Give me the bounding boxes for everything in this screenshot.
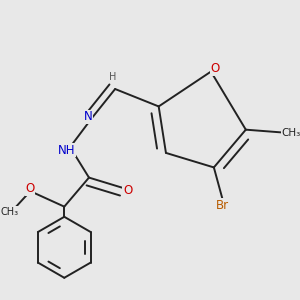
Text: CH₃: CH₃	[1, 207, 19, 217]
Text: CH₃: CH₃	[281, 128, 300, 138]
Text: NH: NH	[58, 143, 75, 157]
Text: N: N	[84, 110, 93, 123]
Text: O: O	[123, 184, 132, 197]
Text: Br: Br	[216, 199, 229, 212]
Text: O: O	[211, 62, 220, 75]
Text: H: H	[109, 72, 116, 82]
Text: O: O	[26, 182, 34, 195]
